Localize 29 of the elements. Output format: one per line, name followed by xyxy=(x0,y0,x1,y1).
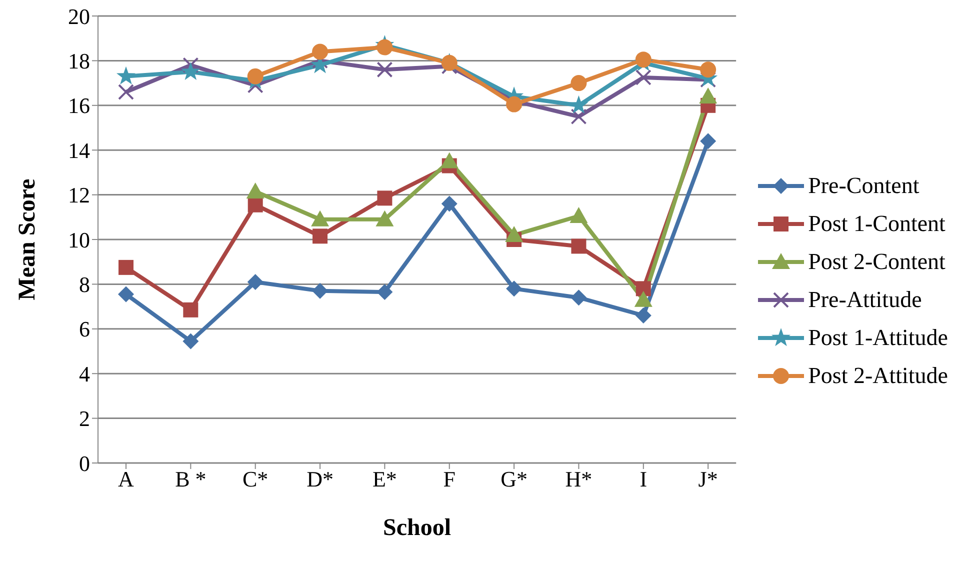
y-tick-label: 16 xyxy=(68,93,90,118)
x-tick-label: G* xyxy=(500,466,528,492)
legend-label: Pre-Attitude xyxy=(808,286,922,312)
y-tick-label: 4 xyxy=(79,361,90,386)
legend-label: Post 2-Content xyxy=(808,248,946,274)
x-tick-label: B * xyxy=(175,466,206,492)
y-tick-label: 6 xyxy=(79,316,90,342)
y-tick-label: 12 xyxy=(68,182,90,208)
x-tick-label: A xyxy=(118,466,134,492)
x-tick-label: D* xyxy=(306,466,334,492)
x-tick-label: E* xyxy=(372,466,397,492)
x-tick-label: I xyxy=(640,466,648,492)
y-tick-label: 14 xyxy=(68,138,90,163)
x-tick-label: J* xyxy=(698,466,718,492)
y-tick-label: 18 xyxy=(68,48,90,74)
x-tick-label: H* xyxy=(565,466,592,492)
legend-label: Post 2-Attitude xyxy=(808,362,948,388)
y-tick-label: 0 xyxy=(79,450,90,476)
x-axis-title: School xyxy=(383,515,452,541)
y-tick-label: 8 xyxy=(79,272,90,298)
x-tick-label: C* xyxy=(242,466,268,492)
y-tick-label: 20 xyxy=(68,4,90,29)
legend-label: Post 1-Content xyxy=(808,210,946,236)
y-axis-title: Mean Score xyxy=(14,178,41,300)
legend-label: Post 1-Attitude xyxy=(808,324,948,350)
legend-label: Pre-Content xyxy=(808,172,920,198)
x-tick-label: F xyxy=(443,466,456,492)
y-tick-label: 10 xyxy=(68,227,90,252)
y-tick-label: 2 xyxy=(79,406,90,432)
